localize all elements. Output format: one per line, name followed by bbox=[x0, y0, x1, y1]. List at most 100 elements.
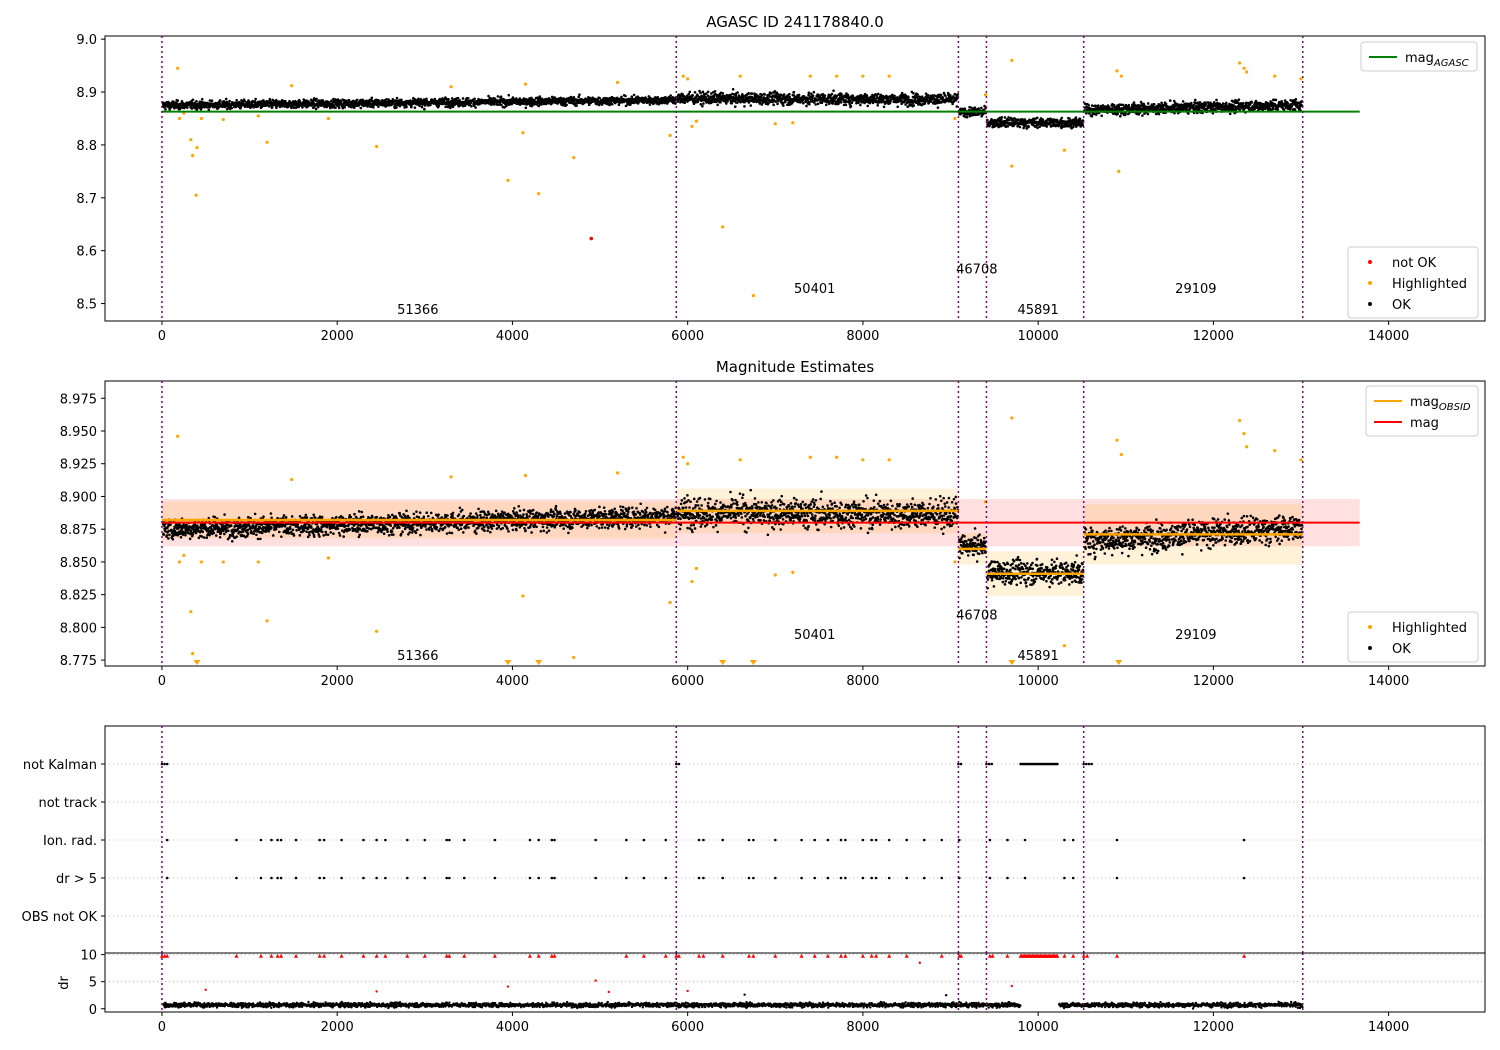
ok-point bbox=[301, 106, 304, 109]
ok-point bbox=[1027, 125, 1030, 129]
ok-point bbox=[693, 91, 697, 94]
ok-point bbox=[716, 103, 719, 107]
highlighted-point bbox=[668, 133, 672, 138]
ok-point bbox=[1181, 100, 1185, 103]
legend-point-swatch bbox=[1368, 260, 1372, 264]
ok-point bbox=[226, 529, 230, 532]
ok-point bbox=[269, 512, 273, 515]
highlighted-point bbox=[194, 193, 198, 197]
highlighted-point bbox=[1010, 164, 1014, 168]
ok-point bbox=[812, 90, 816, 94]
x-tick-label: 6000 bbox=[671, 329, 704, 344]
ok-point bbox=[749, 104, 753, 107]
ok-point bbox=[214, 534, 218, 537]
highlighted-point bbox=[265, 140, 269, 144]
ok-point bbox=[1007, 116, 1010, 119]
ok-point bbox=[343, 105, 347, 109]
ok-point bbox=[669, 94, 672, 97]
ok-point bbox=[857, 101, 860, 105]
ok-point bbox=[167, 529, 170, 533]
obsid-label: 29109 bbox=[1175, 282, 1216, 297]
ok-point bbox=[171, 537, 175, 541]
ok-point bbox=[782, 104, 785, 107]
highlighted-point bbox=[1238, 61, 1242, 65]
ok-point bbox=[237, 516, 241, 520]
ok-point bbox=[235, 98, 238, 102]
ok-point bbox=[1237, 98, 1241, 101]
ok-point bbox=[334, 106, 337, 110]
ok-point bbox=[496, 95, 500, 98]
ok-point bbox=[205, 536, 209, 540]
ok-point bbox=[290, 515, 294, 518]
ok-point bbox=[235, 535, 238, 538]
highlighted-point bbox=[1242, 66, 1246, 70]
ok-point bbox=[377, 99, 380, 102]
ok-point bbox=[191, 533, 195, 536]
highlighted-point bbox=[738, 74, 742, 78]
ok-point bbox=[259, 537, 262, 541]
ok-point bbox=[965, 115, 969, 119]
highlighted-point bbox=[375, 144, 379, 149]
ok-point bbox=[774, 100, 778, 103]
y-tick-label: 8.6 bbox=[76, 245, 97, 260]
ok-point bbox=[1187, 112, 1190, 115]
ok-point bbox=[1271, 107, 1275, 111]
ok-point bbox=[385, 97, 388, 101]
ok-point bbox=[167, 537, 170, 540]
highlighted-point bbox=[861, 74, 865, 78]
ok-point bbox=[916, 93, 919, 96]
ok-point bbox=[824, 103, 828, 107]
ok-point bbox=[330, 99, 333, 103]
ok-point bbox=[835, 94, 839, 98]
x-tick-label: 6000 bbox=[671, 674, 704, 689]
ok-point bbox=[212, 531, 216, 535]
ok-point bbox=[225, 526, 229, 530]
ok-point bbox=[1006, 125, 1010, 128]
ok-point bbox=[470, 104, 473, 108]
ok-point bbox=[195, 107, 199, 111]
ok-point bbox=[218, 102, 222, 105]
ok-point bbox=[499, 95, 503, 98]
ok-point bbox=[208, 533, 211, 537]
ok-point bbox=[208, 99, 212, 102]
ok-point bbox=[395, 106, 398, 109]
ok-point bbox=[1157, 112, 1161, 116]
ok-point bbox=[377, 105, 380, 108]
ok-point bbox=[218, 535, 222, 539]
ok-point bbox=[1141, 114, 1144, 117]
ok-point bbox=[200, 97, 204, 101]
mag-estimates-panel-title: Magnitude Estimates bbox=[716, 358, 874, 376]
ok-point bbox=[1127, 103, 1131, 107]
ok-point bbox=[311, 99, 315, 103]
highlighted-point bbox=[1245, 70, 1249, 74]
legend-point-swatch bbox=[1368, 281, 1372, 285]
ok-point bbox=[701, 104, 704, 108]
ok-point bbox=[1018, 125, 1022, 129]
ok-point bbox=[944, 94, 947, 98]
ok-point bbox=[711, 100, 714, 104]
ok-point bbox=[168, 533, 171, 537]
x-tick-label: 14000 bbox=[1368, 329, 1409, 344]
highlighted-point bbox=[326, 116, 331, 121]
ok-point bbox=[321, 99, 325, 102]
ok-point bbox=[218, 99, 222, 102]
highlighted-point bbox=[1119, 74, 1123, 78]
ok-point bbox=[461, 97, 465, 100]
ok-point bbox=[713, 90, 717, 93]
ok-point bbox=[1168, 99, 1172, 102]
ok-point bbox=[298, 534, 302, 537]
ok-point bbox=[1190, 101, 1193, 105]
obsid-label: 51366 bbox=[397, 303, 438, 318]
ok-point bbox=[395, 96, 399, 100]
ok-point bbox=[331, 101, 335, 104]
ok-point bbox=[699, 91, 702, 95]
ok-point bbox=[730, 101, 734, 105]
ok-point bbox=[1121, 103, 1125, 107]
ok-point bbox=[788, 92, 791, 96]
ok-point bbox=[743, 105, 746, 108]
ok-point bbox=[1090, 104, 1094, 107]
ok-point bbox=[314, 107, 318, 111]
x-tick-label: 8000 bbox=[846, 674, 879, 689]
ok-point bbox=[447, 98, 450, 101]
ok-point bbox=[186, 531, 190, 535]
